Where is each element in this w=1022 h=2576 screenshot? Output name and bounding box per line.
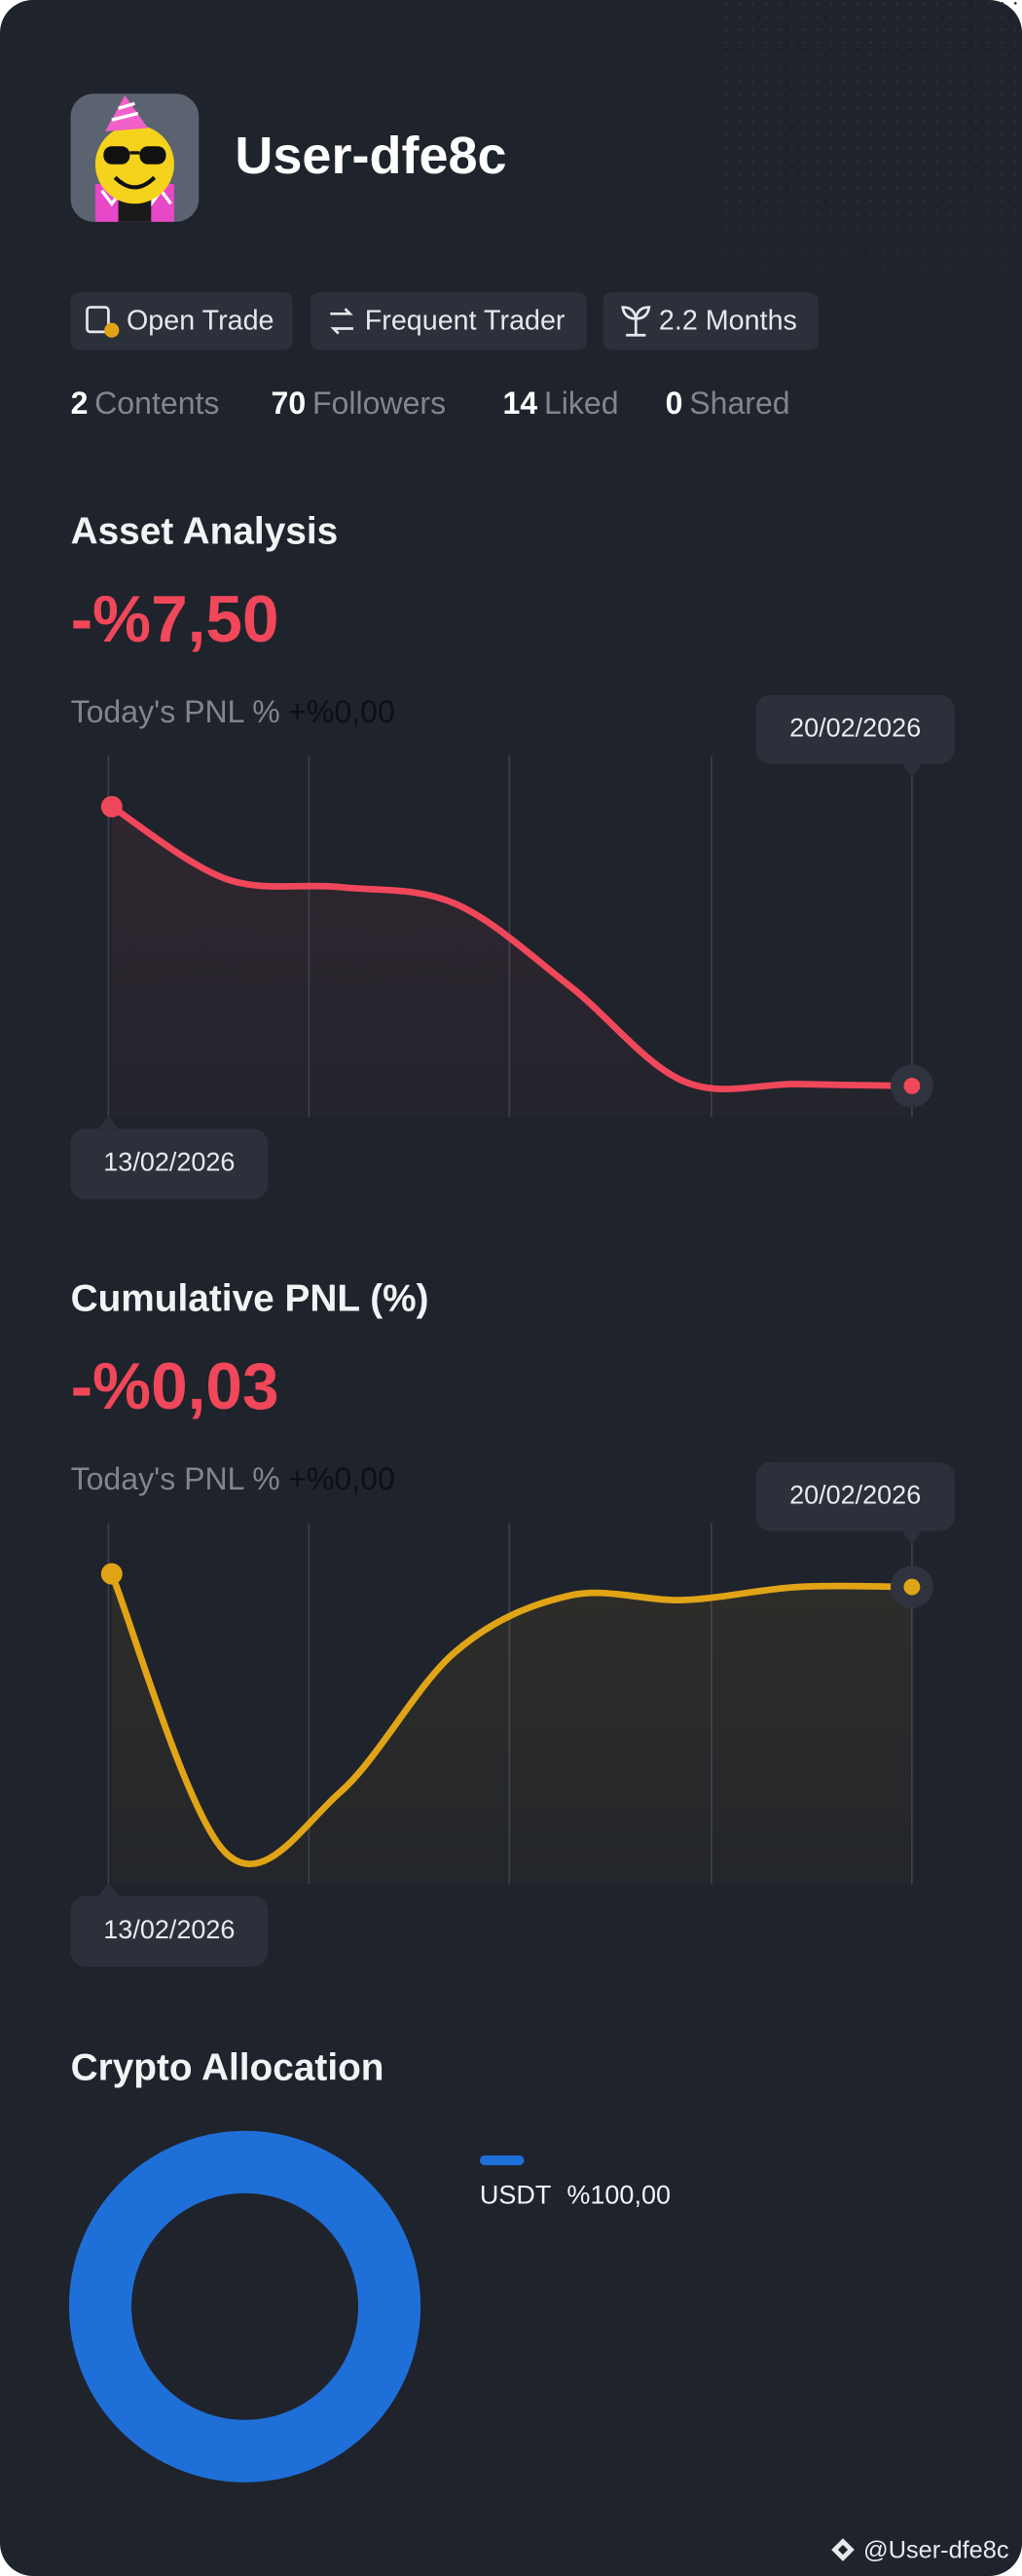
avatar: [70, 93, 200, 222]
today-pnl: Today's PNL % +%0,00: [71, 1462, 395, 1497]
stat-label: Liked: [544, 386, 619, 421]
stats: 2 Contents 70 Followers 14 Liked 0 Shared: [71, 386, 790, 421]
today-pnl-value: +%0,00: [288, 695, 395, 730]
end-date-tooltip-pointer: [901, 763, 923, 778]
section-title: Cumulative PNL (%): [71, 1278, 429, 1320]
legend-value: %100,00: [566, 2180, 671, 2209]
section-title: Asset Analysis: [71, 511, 339, 553]
footer-handle: @User-dfe8c: [863, 2536, 1008, 2563]
section-title: Crypto Allocation: [71, 2047, 384, 2089]
donut-slice: [68, 2130, 421, 2483]
start-date-tooltip-text: 13/02/2026: [103, 1148, 235, 1177]
start-point: [100, 795, 123, 818]
headline-value: -%7,50: [71, 583, 279, 656]
area: [111, 1573, 912, 1885]
badge: Frequent Trader: [310, 292, 587, 350]
headline-value: -%0,03: [71, 1350, 279, 1423]
stat: 0 Shared: [666, 386, 790, 421]
start-point: [100, 1563, 123, 1585]
username: User-dfe8c: [235, 127, 506, 185]
today-pnl-label: Today's PNL %: [71, 695, 280, 730]
stat-value: 2: [71, 386, 89, 421]
stat-label: Shared: [689, 386, 789, 421]
stat-value: 14: [503, 386, 538, 421]
start-date-tooltip-pointer: [98, 1115, 119, 1129]
today-pnl-label: Today's PNL %: [71, 1462, 280, 1497]
start-date-tooltip: [70, 1128, 269, 1199]
today-pnl-value: +%0,00: [288, 1462, 395, 1497]
badge-label: Open Trade: [127, 305, 274, 336]
stat-label: Contents: [94, 386, 219, 421]
end-date-tooltip-pointer: [901, 1530, 923, 1545]
line: [108, 1570, 916, 1867]
badge: Open Trade: [70, 292, 293, 350]
start-date-tooltip: [70, 1895, 269, 1967]
badge-label: 2.2 Months: [659, 305, 797, 336]
line-chart-section: Cumulative PNL (%) -%0,03 Today's PNL % +%0…: [70, 1278, 955, 1967]
badge-label: Frequent Trader: [365, 305, 566, 336]
start-date-tooltip-text: 13/02/2026: [103, 1915, 235, 1944]
stat: 70 Followers: [272, 386, 447, 421]
legend-swatch: [479, 2155, 525, 2166]
end-point: [903, 1078, 921, 1094]
end-date-tooltip: [755, 694, 955, 764]
stat-value: 0: [666, 386, 683, 421]
end-point: [903, 1578, 921, 1596]
today-pnl: Today's PNL % +%0,00: [71, 695, 395, 730]
end-date-tooltip: [755, 1461, 955, 1531]
end-date-tooltip-text: 20/02/2026: [789, 713, 921, 742]
end-date-tooltip-text: 20/02/2026: [789, 1480, 921, 1509]
line: [108, 803, 916, 1092]
donut-section: Crypto Allocation USDT %100,00: [68, 2047, 671, 2483]
legend-label: USDT: [480, 2180, 552, 2209]
line-chart-section: Asset Analysis -%7,50 Today's PNL % +%0,00 1…: [70, 511, 955, 1199]
badge: 2.2 Months: [602, 292, 819, 350]
start-date-tooltip-pointer: [98, 1882, 119, 1896]
stat: 2 Contents: [71, 386, 220, 421]
stat-value: 70: [272, 386, 307, 421]
stat: 14 Liked: [503, 386, 619, 421]
stat-label: Followers: [312, 386, 446, 421]
area: [111, 806, 912, 1118]
